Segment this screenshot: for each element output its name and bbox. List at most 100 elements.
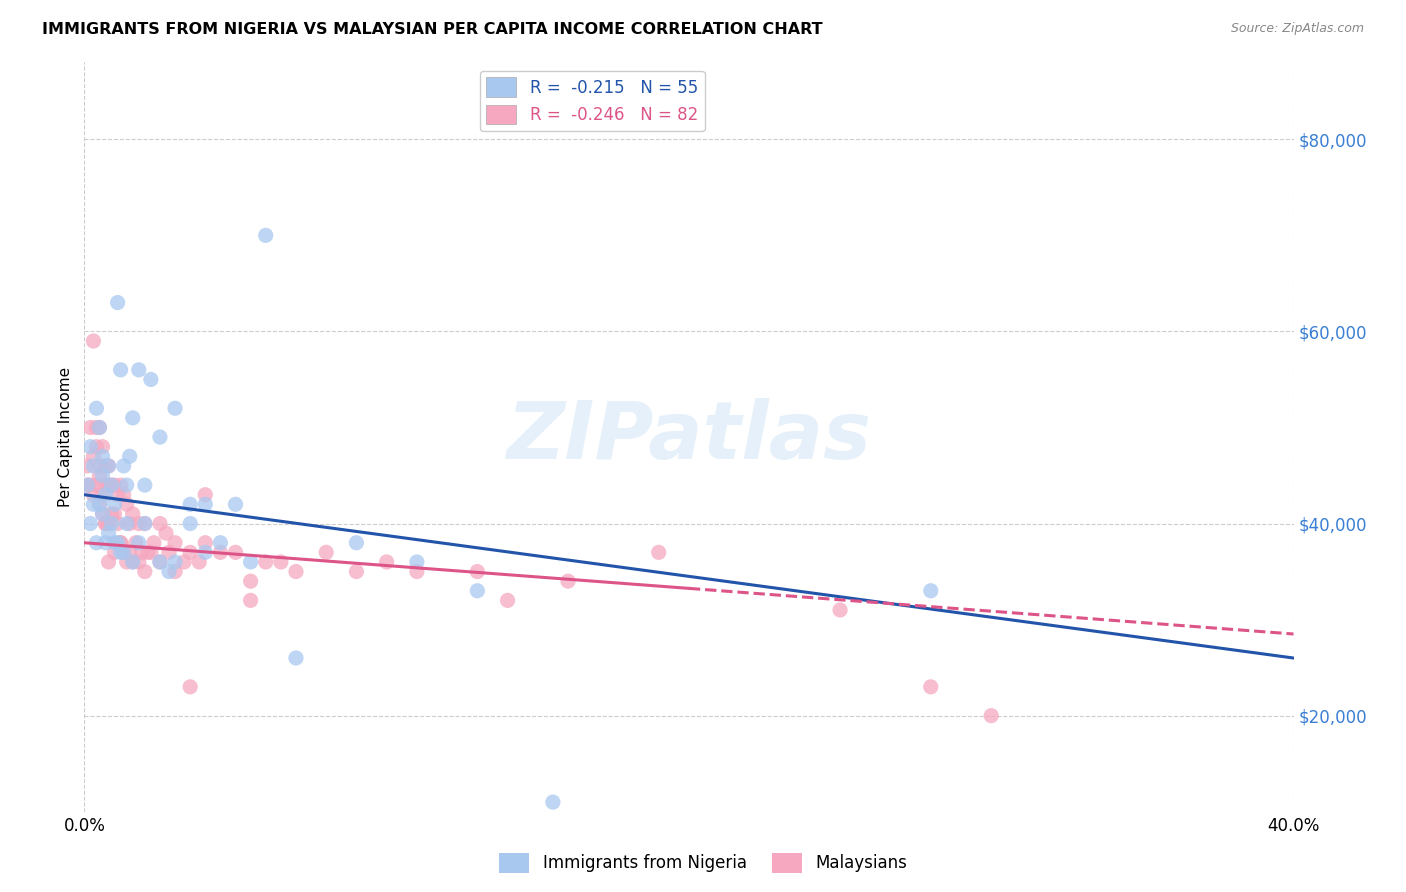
Point <box>830 603 852 617</box>
Point <box>104 545 127 559</box>
Point <box>121 555 143 569</box>
Point <box>179 516 201 531</box>
Point <box>115 555 138 569</box>
Point <box>91 440 114 454</box>
Point <box>467 565 489 579</box>
Point <box>97 478 120 492</box>
Point <box>239 593 262 607</box>
Point <box>82 497 104 511</box>
Point <box>97 458 120 473</box>
Point <box>920 680 942 694</box>
Point <box>82 488 104 502</box>
Point <box>97 555 120 569</box>
Point <box>270 555 292 569</box>
Point <box>76 458 98 473</box>
Point <box>97 516 120 531</box>
Point <box>155 526 177 541</box>
Point <box>79 516 101 531</box>
Point <box>91 468 114 483</box>
Point <box>89 458 111 473</box>
Point <box>79 478 101 492</box>
Point <box>920 583 942 598</box>
Point <box>91 507 114 521</box>
Point <box>194 545 217 559</box>
Point <box>79 420 101 434</box>
Point <box>194 535 217 549</box>
Point <box>254 555 277 569</box>
Y-axis label: Per Capita Income: Per Capita Income <box>58 367 73 508</box>
Point <box>194 497 217 511</box>
Point <box>239 555 262 569</box>
Point <box>115 478 138 492</box>
Point <box>139 372 162 386</box>
Point <box>173 555 195 569</box>
Point <box>239 574 262 589</box>
Point <box>157 545 180 559</box>
Point <box>134 565 156 579</box>
Point <box>496 593 519 607</box>
Point <box>112 458 135 473</box>
Point <box>107 516 129 531</box>
Point <box>100 516 122 531</box>
Point <box>82 450 104 464</box>
Point <box>110 535 132 549</box>
Point <box>121 507 143 521</box>
Point <box>284 651 308 665</box>
Point <box>163 535 186 549</box>
Point <box>136 545 159 559</box>
Point <box>104 507 127 521</box>
Text: IMMIGRANTS FROM NIGERIA VS MALAYSIAN PER CAPITA INCOME CORRELATION CHART: IMMIGRANTS FROM NIGERIA VS MALAYSIAN PER… <box>42 22 823 37</box>
Point <box>94 516 117 531</box>
Point <box>128 516 150 531</box>
Point <box>112 545 135 559</box>
Point <box>97 526 120 541</box>
Point <box>104 535 127 549</box>
Point <box>110 363 132 377</box>
Point <box>375 555 398 569</box>
Legend: R =  -0.215   N = 55, R =  -0.246   N = 82: R = -0.215 N = 55, R = -0.246 N = 82 <box>479 70 704 131</box>
Point <box>104 497 127 511</box>
Point <box>91 488 114 502</box>
Point <box>179 497 201 511</box>
Point <box>163 555 186 569</box>
Point <box>89 468 111 483</box>
Point <box>94 535 117 549</box>
Point <box>107 535 129 549</box>
Point <box>89 497 111 511</box>
Point <box>82 334 104 348</box>
Point <box>79 440 101 454</box>
Point <box>128 535 150 549</box>
Point <box>163 401 186 416</box>
Point <box>94 516 117 531</box>
Point <box>107 488 129 502</box>
Point <box>110 478 132 492</box>
Point <box>125 535 148 549</box>
Point <box>91 450 114 464</box>
Point <box>112 488 135 502</box>
Point <box>149 555 172 569</box>
Point <box>112 545 135 559</box>
Point <box>89 497 111 511</box>
Point <box>188 555 211 569</box>
Point <box>94 488 117 502</box>
Point <box>346 535 368 549</box>
Point <box>110 545 132 559</box>
Point <box>76 478 98 492</box>
Point <box>225 545 247 559</box>
Point <box>91 507 114 521</box>
Point <box>134 516 156 531</box>
Point <box>179 680 201 694</box>
Point <box>86 478 108 492</box>
Text: ZIPatlas: ZIPatlas <box>506 398 872 476</box>
Point <box>118 450 141 464</box>
Point <box>467 583 489 598</box>
Point <box>346 565 368 579</box>
Point <box>139 545 162 559</box>
Legend: Immigrants from Nigeria, Malaysians: Immigrants from Nigeria, Malaysians <box>492 847 914 880</box>
Point <box>128 555 150 569</box>
Point <box>100 478 122 492</box>
Point <box>89 420 111 434</box>
Point <box>209 545 232 559</box>
Point <box>406 555 429 569</box>
Point <box>647 545 671 559</box>
